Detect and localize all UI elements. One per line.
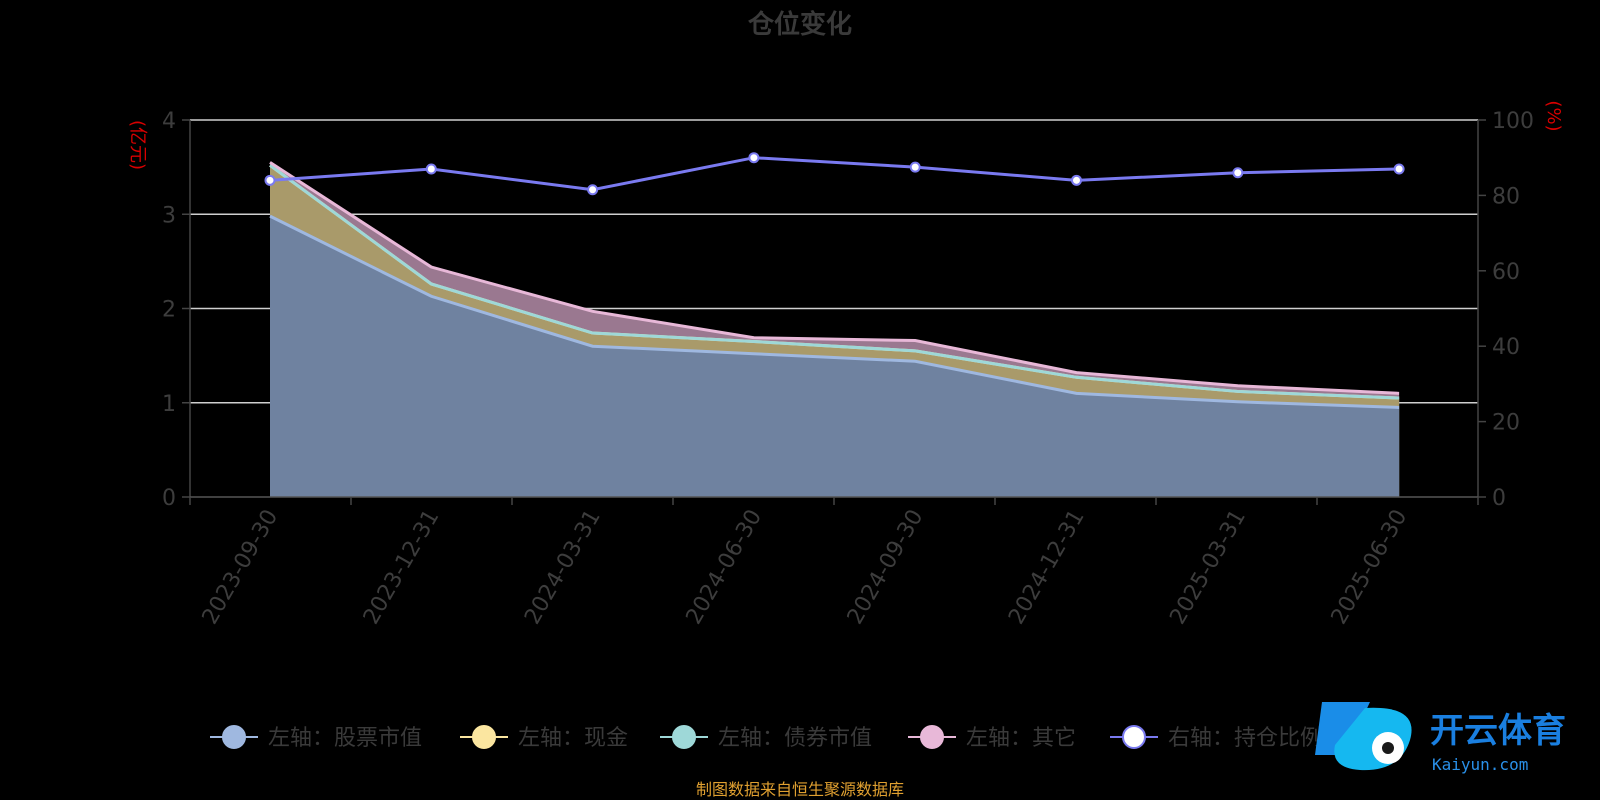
left-axis-tick-label: 0 bbox=[162, 486, 176, 511]
position-ratio-point bbox=[1232, 167, 1244, 179]
legend: 左轴：股票市值 左轴：现金 左轴：债券市值 左轴：其它 右轴：持仓比例 bbox=[210, 725, 1322, 751]
position-ratio-point bbox=[748, 152, 760, 164]
left-axis-unit: (亿元) bbox=[127, 120, 148, 170]
position-ratio-point bbox=[587, 184, 599, 196]
watermark-name: 开云体育 bbox=[1430, 711, 1566, 751]
left-axis-tick-label: 1 bbox=[162, 392, 176, 417]
area-fill bbox=[270, 216, 1400, 497]
left-axis-tick-label: 3 bbox=[162, 203, 176, 228]
data-source-note: 制图数据来自恒生聚源数据库 bbox=[696, 780, 904, 799]
x-axis-tick-label: 2023-09-30 bbox=[198, 506, 284, 629]
area-series bbox=[269, 161, 1400, 498]
legend-marker-icon bbox=[1122, 725, 1146, 749]
legend-marker-icon bbox=[920, 725, 944, 749]
legend-label: 左轴：现金 bbox=[518, 726, 628, 751]
legend-marker-icon bbox=[472, 725, 496, 749]
x-axis-tick-label: 2024-06-30 bbox=[682, 506, 768, 629]
position-ratio-point bbox=[1393, 163, 1405, 175]
left-axis-tick-label: 4 bbox=[162, 109, 176, 134]
watermark-logo: 开云体育 Kaiyun.com bbox=[1315, 702, 1566, 774]
legend-marker-icon bbox=[672, 725, 696, 749]
x-axis-tick-label: 2025-06-30 bbox=[1327, 506, 1413, 629]
right-axis-tick-label: 0 bbox=[1492, 486, 1506, 511]
x-axis-tick-label: 2024-09-30 bbox=[843, 505, 929, 628]
area-top-line bbox=[269, 164, 1400, 400]
legend-label: 右轴：持仓比例 bbox=[1168, 726, 1322, 751]
position-ratio-point bbox=[909, 161, 921, 173]
logo-k-stroke bbox=[1315, 702, 1370, 755]
position-ratio-point bbox=[1071, 174, 1082, 186]
right-axis-unit: (%) bbox=[1543, 100, 1564, 131]
legend-label: 左轴：其它 bbox=[966, 726, 1076, 751]
x-axis-tick-label: 2024-03-31 bbox=[520, 506, 606, 629]
right-axis-tick-label: 100 bbox=[1492, 109, 1534, 134]
left-axis-tick-label: 2 bbox=[162, 298, 176, 323]
position-ratio-point bbox=[264, 174, 276, 186]
x-axis-tick-label: 2024-12-31 bbox=[1004, 506, 1090, 629]
right-axis-tick-label: 60 bbox=[1492, 260, 1520, 285]
right-axis-tick-label: 80 bbox=[1492, 184, 1520, 209]
right-axis-tick-label: 40 bbox=[1492, 335, 1520, 360]
area-top-line bbox=[269, 161, 1400, 395]
right-axis-tick-label: 20 bbox=[1492, 411, 1520, 436]
area-top-line bbox=[269, 214, 1400, 409]
soccer-ball-patch bbox=[1382, 742, 1394, 754]
legend-marker-icon bbox=[222, 725, 246, 749]
x-axis-tick-label: 2025-03-31 bbox=[1165, 506, 1251, 629]
x-axis-tick-label: 2023-12-31 bbox=[359, 506, 445, 629]
position-ratio-line bbox=[269, 156, 1400, 192]
legend-label: 左轴：股票市值 bbox=[268, 726, 422, 751]
line-series bbox=[264, 152, 1405, 196]
watermark-url: Kaiyun.com bbox=[1432, 755, 1528, 774]
chart-title: 仓位变化 bbox=[747, 9, 852, 40]
position-ratio-point bbox=[425, 163, 437, 175]
legend-label: 左轴：债券市值 bbox=[718, 726, 872, 751]
